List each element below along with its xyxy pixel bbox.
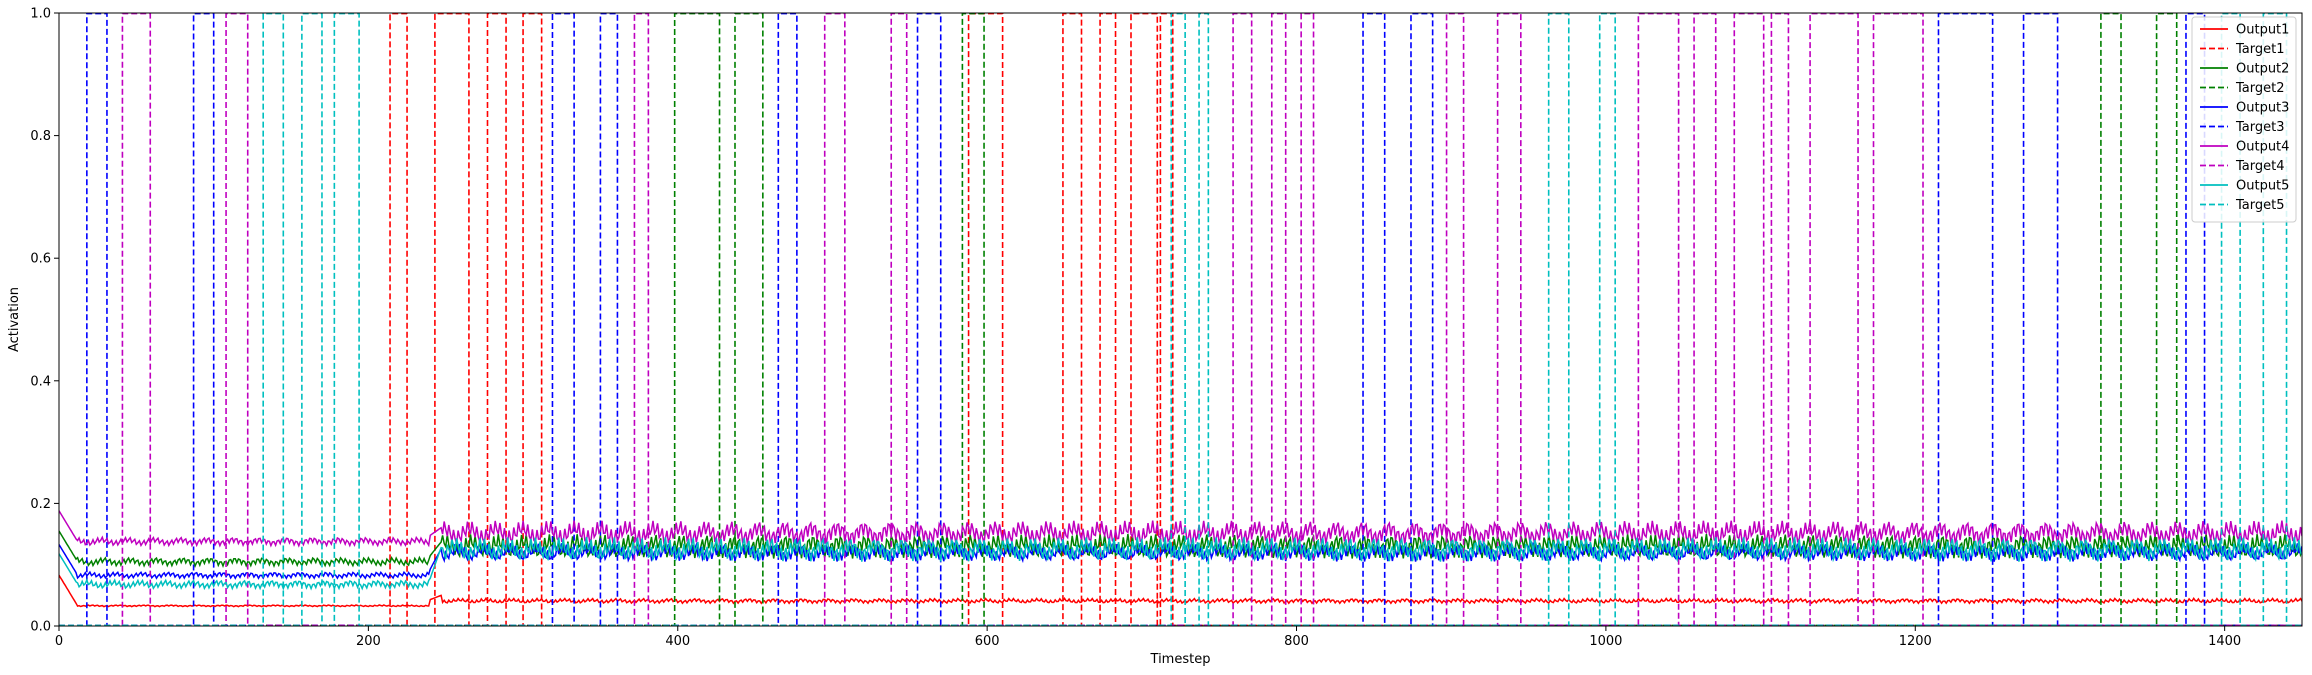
legend-label: Output4 — [2236, 140, 2289, 155]
y-tick-label: 0.2 — [30, 497, 51, 512]
legend-item: Output3 — [2200, 101, 2289, 116]
series-target3 — [59, 13, 2302, 626]
x-tick-label: 400 — [665, 634, 690, 649]
series-target2 — [59, 13, 2302, 626]
x-axis-title: Timestep — [1150, 652, 1211, 667]
legend-item: Output5 — [2200, 179, 2289, 194]
legend: Output1 Target1 Output2 Target2 Output3 Targe… — [2191, 16, 2297, 223]
x-tick-label: 0 — [55, 634, 63, 649]
series-target5 — [59, 13, 2302, 626]
legend-item: Target3 — [2200, 120, 2285, 135]
series-output1 — [59, 574, 2302, 608]
y-tick-label: 0.0 — [30, 620, 51, 635]
legend-label: Target1 — [2235, 42, 2285, 57]
y-axis: 0.0 0.2 0.4 0.6 0.8 1.0 — [30, 7, 59, 635]
x-tick-label: 200 — [356, 634, 381, 649]
y-tick-label: 0.6 — [30, 252, 51, 267]
x-tick-label: 1200 — [1899, 634, 1932, 649]
legend-label: Output2 — [2236, 62, 2289, 77]
y-axis-title: Activation — [7, 287, 22, 352]
series-target1 — [59, 13, 2302, 626]
x-axis: 0 200 400 600 800 1000 1200 1400 — [55, 626, 2241, 649]
x-tick-label: 600 — [975, 634, 1000, 649]
plot-area — [59, 13, 2302, 626]
y-tick-label: 0.8 — [30, 129, 51, 144]
legend-label: Target3 — [2235, 120, 2285, 135]
x-tick-label: 1400 — [2208, 634, 2241, 649]
legend-item: Target5 — [2200, 198, 2285, 213]
legend-item: Output2 — [2200, 62, 2289, 77]
legend-item: Output1 — [2200, 23, 2289, 38]
legend-item: Target1 — [2200, 42, 2285, 57]
legend-item: Target2 — [2200, 81, 2285, 96]
axes — [58, 12, 2303, 627]
x-tick-label: 1000 — [1589, 634, 1622, 649]
y-tick-label: 0.4 — [30, 374, 51, 389]
legend-item: Target4 — [2200, 159, 2285, 174]
legend-label: Target4 — [2235, 159, 2285, 174]
legend-label: Output1 — [2236, 23, 2289, 38]
legend-label: Output3 — [2236, 101, 2289, 116]
legend-item: Output4 — [2200, 140, 2289, 155]
series-output4 — [59, 510, 2302, 548]
x-tick-label: 800 — [1284, 634, 1309, 649]
series-output5 — [59, 536, 2302, 591]
legend-label: Output5 — [2236, 179, 2289, 194]
legend-label: Target2 — [2235, 81, 2285, 96]
y-tick-label: 1.0 — [30, 7, 51, 22]
legend-label: Target5 — [2235, 198, 2285, 213]
axes-frame — [58, 12, 2303, 627]
